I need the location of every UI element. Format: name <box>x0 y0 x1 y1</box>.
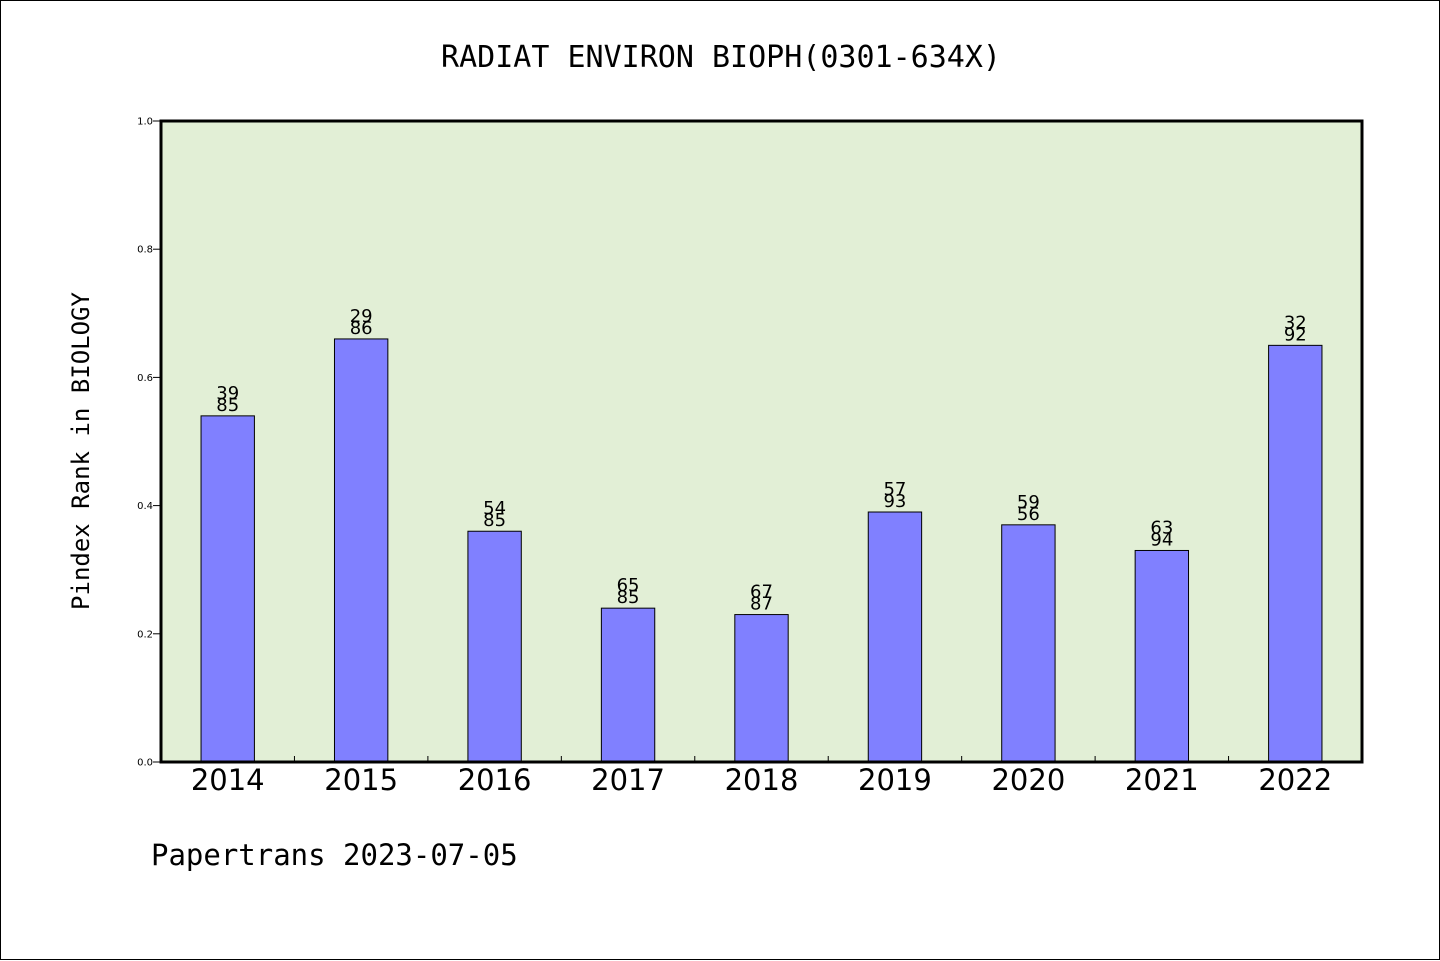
bar-label-top: 54 <box>483 498 506 519</box>
bar-label-bottom: 86 <box>350 318 373 339</box>
bar-label-top: 32 <box>1284 312 1307 333</box>
chart-title: RADIAT ENVIRON BIOPH(0301-634X) <box>441 40 1001 75</box>
bar-label-top: 29 <box>350 306 373 327</box>
bar-label-top: 67 <box>750 582 773 603</box>
bar-label-bottom: 85 <box>216 395 239 416</box>
x-tick-label: 2020 <box>991 763 1065 797</box>
footer-text: Papertrans 2023-07-05 <box>151 838 518 872</box>
x-tick-label: 2015 <box>324 763 398 797</box>
x-tick-label: 2019 <box>858 763 932 797</box>
bar-label-bottom: 94 <box>1150 529 1173 550</box>
y-axis-label: Pindex Rank in BIOLOGY <box>67 292 95 610</box>
bar-label-bottom: 56 <box>1017 504 1040 525</box>
bar <box>1134 549 1190 763</box>
bar <box>734 614 789 763</box>
bar-label-bottom: 85 <box>617 587 640 608</box>
x-tick-label: 2022 <box>1258 763 1332 797</box>
bar <box>467 530 522 763</box>
bar-label-top: 57 <box>883 479 906 500</box>
y-tick-label: 1.0 <box>137 117 153 128</box>
bar <box>600 607 656 763</box>
bar-label-bottom: 87 <box>750 594 773 615</box>
y-tick-label: 0.4 <box>137 501 153 512</box>
x-tick-label: 2018 <box>725 763 799 797</box>
x-tick-label: 2021 <box>1125 763 1199 797</box>
y-tick-label: 0.0 <box>137 758 153 769</box>
x-tick-label: 2014 <box>191 763 265 797</box>
bar-label-top: 39 <box>216 383 239 404</box>
y-tick-label: 0.8 <box>137 245 153 256</box>
bar-label-top: 63 <box>1150 517 1173 538</box>
bar-label-top: 65 <box>617 575 640 596</box>
bar <box>1001 524 1056 763</box>
bar-label-bottom: 92 <box>1284 324 1307 345</box>
plot-border <box>159 119 1364 764</box>
bar-label-bottom: 85 <box>483 510 506 531</box>
bar <box>867 511 923 763</box>
x-tick-label: 2017 <box>591 763 665 797</box>
y-tick-label: 0.6 <box>137 373 153 384</box>
bar <box>1268 344 1323 763</box>
axes-group: 0.0 0.2 0.4 0.6 0.8 1.0 2014 2015 2016 2017 2018 20… <box>137 117 1332 798</box>
bar-label-bottom: 93 <box>883 491 906 512</box>
x-tick-label: 2016 <box>458 763 532 797</box>
bar <box>333 338 389 763</box>
bar <box>200 415 255 763</box>
y-tick-label: 0.2 <box>137 629 153 640</box>
bar-label-top: 59 <box>1017 492 1040 513</box>
